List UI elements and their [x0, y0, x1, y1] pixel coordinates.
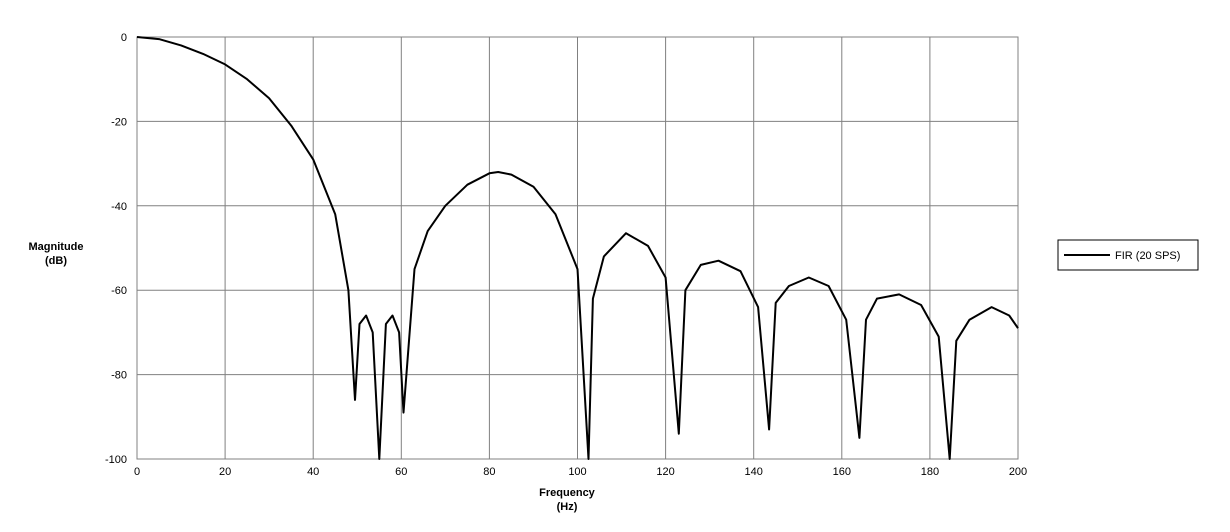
x-tick-label: 200 [1009, 466, 1027, 478]
plot-border [136, 36, 1019, 460]
x-tick-label: 140 [745, 466, 763, 478]
y-axis-title: Magnitude [29, 241, 84, 253]
x-tick-label: 20 [219, 466, 231, 478]
x-axis-unit: (Hz) [557, 501, 578, 513]
x-tick-label: 100 [568, 466, 586, 478]
x-tick-label: 120 [656, 466, 674, 478]
series-line-fir-20-sps [136, 36, 1019, 460]
x-tick-label: 180 [921, 466, 939, 478]
y-axis-unit: (dB) [45, 255, 67, 267]
legend-label: FIR (20 SPS) [1115, 250, 1180, 262]
y-tick-labels: 0 -20 -40 -60 -80 -100 [105, 32, 127, 466]
x-tick-labels: 0 20 40 60 80 100 120 140 160 180 200 [134, 466, 1027, 478]
y-tick-label: -60 [111, 285, 127, 297]
x-tick-label: 80 [483, 466, 495, 478]
y-tick-label: 0 [121, 32, 127, 44]
x-tick-label: 40 [307, 466, 319, 478]
x-tick-label: 160 [833, 466, 851, 478]
x-tick-label: 60 [395, 466, 407, 478]
y-tick-label: -40 [111, 201, 127, 213]
x-tick-label: 0 [134, 466, 140, 478]
legend: FIR (20 SPS) [1057, 239, 1199, 271]
y-tick-label: -80 [111, 370, 127, 382]
y-tick-label: -100 [105, 454, 127, 466]
x-axis-title: Frequency [539, 487, 596, 499]
y-tick-label: -20 [111, 116, 127, 128]
